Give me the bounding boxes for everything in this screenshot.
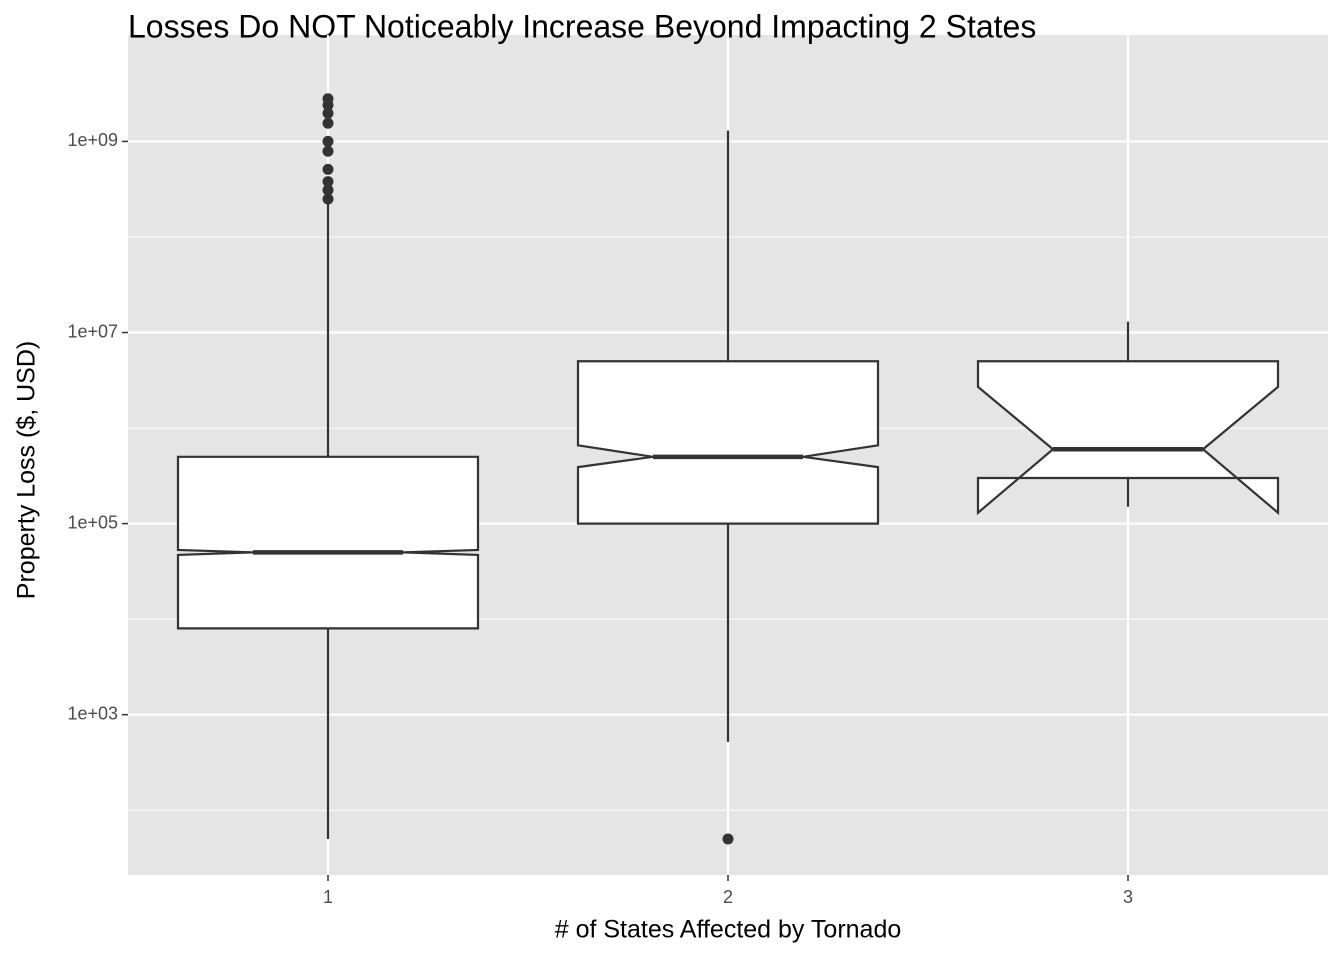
outlier bbox=[322, 135, 334, 147]
outlier bbox=[322, 193, 334, 205]
outlier bbox=[322, 145, 334, 157]
x-axis-title: # of States Affected by Tornado bbox=[555, 916, 902, 944]
box bbox=[176, 455, 480, 630]
y-tick-label: 1e+07 bbox=[67, 321, 118, 341]
outlier bbox=[322, 176, 334, 188]
x-tick-label: 2 bbox=[723, 887, 733, 907]
outlier bbox=[322, 184, 334, 196]
x-tick-label: 3 bbox=[1123, 887, 1133, 907]
outlier bbox=[322, 107, 334, 119]
box bbox=[976, 360, 1280, 516]
outlier bbox=[322, 93, 334, 105]
x-tick-label: 1 bbox=[323, 887, 333, 907]
y-axis-title: Property Loss ($, USD) bbox=[13, 341, 41, 599]
y-tick-label: 1e+09 bbox=[67, 130, 118, 150]
outlier bbox=[322, 163, 334, 175]
outlier bbox=[322, 117, 334, 129]
outlier bbox=[722, 833, 734, 845]
box bbox=[576, 360, 880, 525]
chart-title: Losses Do NOT Noticeably Increase Beyond… bbox=[128, 8, 1036, 44]
y-tick-label: 1e+05 bbox=[67, 512, 118, 532]
y-tick-label: 1e+03 bbox=[67, 703, 118, 723]
